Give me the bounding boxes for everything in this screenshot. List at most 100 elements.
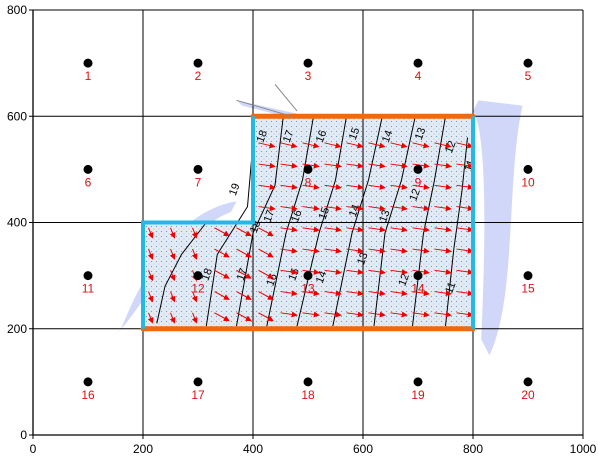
contour-label: 13: [355, 251, 370, 267]
well-label-16: 16: [81, 388, 95, 402]
velocity-arrow: [434, 311, 452, 318]
velocity-arrow: [324, 226, 342, 233]
well-label-3: 3: [305, 69, 312, 83]
well-9: [413, 164, 423, 174]
velocity-arrow: [258, 142, 276, 149]
velocity-arrow: [147, 248, 154, 260]
x-tick-label: 600: [353, 442, 373, 456]
velocity-arrow: [434, 162, 452, 169]
y-tick-label: 200: [7, 322, 27, 336]
boundary-conditions: [140, 84, 476, 332]
well-label-5: 5: [525, 69, 532, 83]
well-5: [523, 58, 533, 68]
contour-label: 16: [289, 208, 304, 224]
well-4: [413, 58, 423, 68]
velocity-arrow: [258, 162, 276, 169]
contour-17: [236, 116, 284, 327]
velocity-arrow: [280, 205, 298, 212]
velocity-arrow: [390, 183, 408, 190]
velocity-arrow: [302, 290, 320, 297]
velocity-arrow: [169, 227, 176, 239]
y-tick-label: 0: [20, 428, 27, 442]
velocity-arrow: [456, 205, 474, 212]
y-tick-label: 400: [7, 216, 27, 230]
contour-label: 13: [377, 208, 392, 224]
well-label-13: 13: [301, 282, 315, 296]
velocity-arrow: [302, 268, 320, 275]
velocity-arrow: [302, 162, 320, 169]
velocity-arrow: [456, 311, 474, 318]
well-20: [523, 377, 533, 387]
contour-label: 15: [317, 206, 332, 222]
velocity-arrow: [258, 312, 274, 322]
well-15: [523, 271, 533, 281]
velocity-arrow: [434, 247, 452, 254]
velocity-arrow: [434, 226, 452, 233]
velocity-arrow: [324, 162, 342, 169]
well-label-17: 17: [191, 388, 205, 402]
velocity-arrow: [368, 311, 386, 318]
velocity-arrow: [324, 268, 342, 275]
velocity-arrow: [324, 290, 342, 297]
velocity-arrow: [434, 268, 452, 275]
well-label-6: 6: [85, 175, 92, 189]
velocity-arrow: [324, 142, 342, 149]
velocity-arrow: [258, 248, 274, 258]
well-13: [303, 271, 313, 281]
contour-label: 18: [200, 267, 215, 283]
velocity-arrow: [368, 247, 386, 254]
contour-label: 12: [396, 272, 411, 288]
velocity-arrow: [412, 183, 430, 190]
velocity-arrow: [434, 205, 452, 212]
velocity-arrow: [324, 183, 342, 190]
well-label-10: 10: [521, 175, 535, 189]
velocity-arrow: [412, 162, 430, 169]
velocity-arrow: [302, 311, 320, 318]
well-3: [303, 58, 313, 68]
velocity-arrow: [412, 268, 430, 275]
velocity-arrow: [412, 226, 430, 233]
velocity-arrow: [368, 183, 386, 190]
y-tick-label: 600: [7, 109, 27, 123]
well-10: [523, 164, 533, 174]
velocity-arrow: [324, 247, 342, 254]
velocity-arrow: [412, 205, 430, 212]
velocity-arrow: [346, 290, 364, 297]
velocity-arrow: [412, 247, 430, 254]
velocity-arrow: [346, 226, 364, 233]
velocity-arrow: [214, 248, 230, 258]
velocity-arrow: [236, 227, 252, 237]
velocity-arrow: [412, 142, 430, 149]
well-label-4: 4: [415, 69, 422, 83]
velocity-arrow: [302, 183, 320, 190]
velocity-arrow: [258, 205, 276, 212]
velocity-arrow: [169, 248, 176, 260]
velocity-arrow: [368, 162, 386, 169]
velocity-arrow: [258, 227, 274, 237]
velocity-arrow: [390, 247, 408, 254]
x-tick-label: 400: [243, 442, 263, 456]
velocity-arrow: [390, 162, 408, 169]
river-band-east: [473, 100, 523, 356]
velocity-arrow: [280, 268, 298, 275]
velocity-arrow: [258, 183, 276, 190]
velocity-arrow: [147, 291, 154, 303]
velocity-arrow: [214, 227, 230, 237]
x-tick-label: 0: [30, 442, 37, 456]
velocity-arrow: [324, 205, 342, 212]
velocity-arrow: [346, 247, 364, 254]
velocity-arrow: [456, 247, 474, 254]
velocity-arrow: [147, 227, 154, 239]
well-label-7: 7: [195, 175, 202, 189]
velocity-arrow: [346, 142, 364, 149]
contour-label: 19: [227, 182, 242, 198]
velocity-arrow: [346, 311, 364, 318]
velocity-arrow: [390, 311, 408, 318]
y-tick-label: 800: [7, 3, 27, 17]
well-label-18: 18: [301, 388, 315, 402]
axes: 0 200 400 600 800 1000 0 200 400 600 800: [7, 3, 597, 456]
velocity-arrow: [236, 269, 252, 279]
velocity-arrow: [280, 290, 298, 297]
